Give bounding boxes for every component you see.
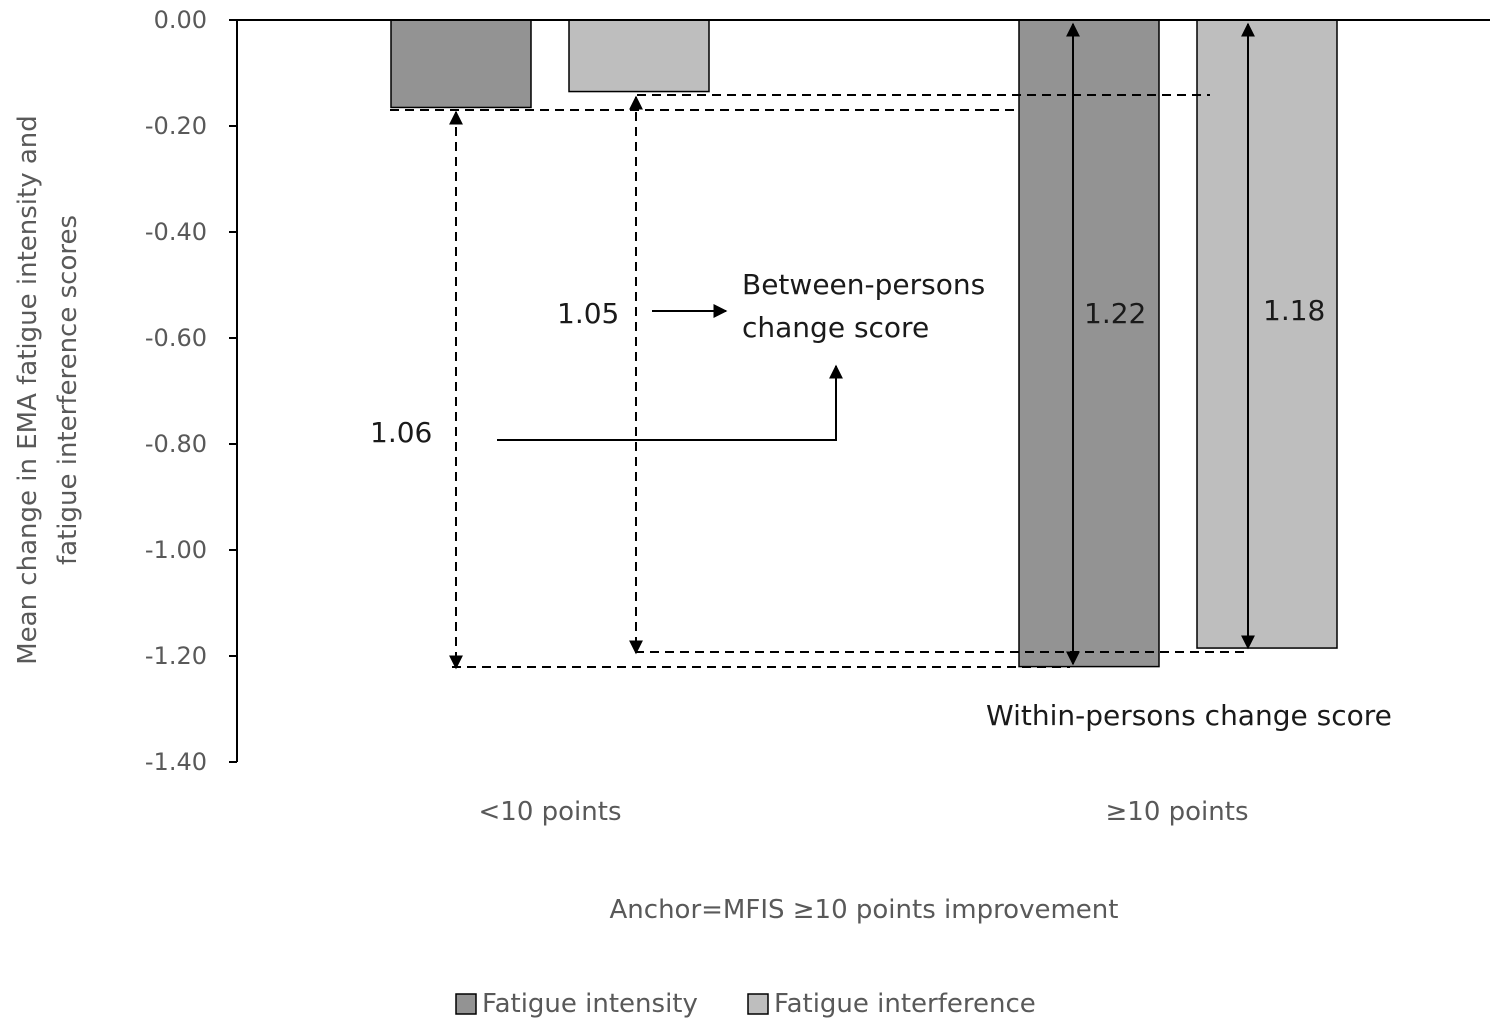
between-persons-annotation: 1.06 1.05 Between-persons change score bbox=[370, 94, 1247, 670]
y-axis-title-line-1: Mean change in EMA fatigue intensity and bbox=[13, 115, 43, 665]
between-intensity-value: 1.06 bbox=[370, 416, 432, 449]
bar-fatigue-intensity-ge10 bbox=[1018, 19, 1160, 668]
legend-label-fatigue-intensity: Fatigue intensity bbox=[482, 989, 698, 1019]
y-axis: 0.00 -0.20 -0.40 -0.60 -0.80 -1.00 -1.20 -1.40 bbox=[145, 6, 1490, 776]
legend-label-fatigue-interference: Fatigue interference bbox=[774, 989, 1036, 1019]
within-persons-annotation: 1.22 1.18 Within-persons change score bbox=[986, 22, 1392, 732]
bar-fatigue-interference-ge10 bbox=[1196, 19, 1338, 649]
between-pointer-arrow-2 bbox=[497, 364, 843, 441]
between-persons-label-line-2: change score bbox=[742, 311, 929, 344]
x-axis-title: Anchor=MFIS ≥10 points improvement bbox=[610, 895, 1119, 925]
legend-swatch-fatigue-interference bbox=[747, 993, 769, 1015]
y-tick-label: -0.80 bbox=[145, 430, 207, 458]
y-tick-label: -0.60 bbox=[145, 324, 207, 352]
between-interference-value: 1.05 bbox=[557, 297, 619, 330]
y-tick-label: -1.20 bbox=[145, 642, 207, 670]
y-tick-label: 0.00 bbox=[154, 6, 207, 34]
y-tick-label: -0.20 bbox=[145, 112, 207, 140]
y-tick-label: -1.00 bbox=[145, 536, 207, 564]
legend-swatch-fatigue-intensity bbox=[455, 993, 477, 1015]
bar-fatigue-intensity-lt10 bbox=[390, 19, 532, 109]
category-label-ge10: ≥10 points bbox=[1106, 797, 1249, 827]
category-label-lt10: <10 points bbox=[479, 797, 622, 827]
within-intensity-value: 1.22 bbox=[1084, 297, 1146, 330]
legend: Fatigue intensity Fatigue interference bbox=[455, 989, 1036, 1019]
y-tick-label: -0.40 bbox=[145, 218, 207, 246]
y-tick-label: -1.40 bbox=[145, 748, 207, 776]
bars-group bbox=[390, 19, 1338, 668]
between-persons-label-line-1: Between-persons bbox=[742, 268, 985, 301]
within-persons-label: Within-persons change score bbox=[986, 699, 1392, 732]
y-axis-title-line-2: fatigue interference scores bbox=[53, 215, 83, 565]
y-axis-title: Mean change in EMA fatigue intensity and… bbox=[13, 115, 83, 665]
within-interference-value: 1.18 bbox=[1263, 294, 1325, 327]
bar-fatigue-interference-lt10 bbox=[568, 19, 710, 93]
